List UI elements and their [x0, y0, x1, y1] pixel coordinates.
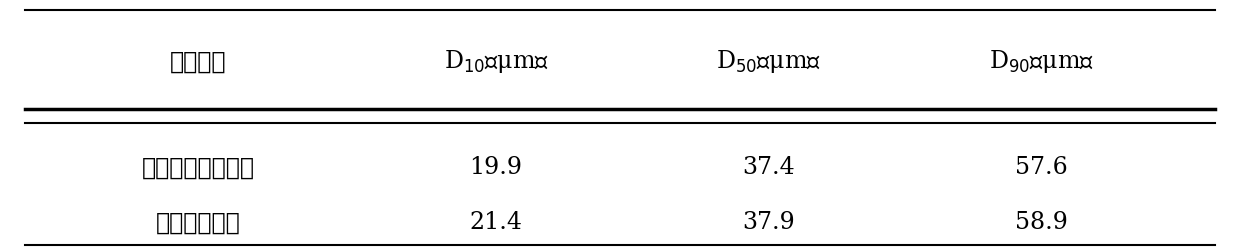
Text: 21.4: 21.4 — [470, 211, 522, 234]
Text: 19.9: 19.9 — [470, 156, 522, 180]
Text: D$_{90}$（μm）: D$_{90}$（μm） — [990, 48, 1094, 75]
Text: D$_{50}$（μm）: D$_{50}$（μm） — [717, 48, 821, 75]
Text: 未改性的原始粉末: 未改性的原始粉末 — [141, 156, 255, 180]
Text: D$_{10}$（μm）: D$_{10}$（μm） — [444, 48, 548, 75]
Text: 58.9: 58.9 — [1016, 211, 1068, 234]
Text: 改性混合粉末: 改性混合粉末 — [156, 210, 241, 234]
Text: 57.6: 57.6 — [1016, 156, 1068, 180]
Text: 粉末状态: 粉末状态 — [170, 50, 227, 74]
Text: 37.4: 37.4 — [743, 156, 795, 180]
Text: 37.9: 37.9 — [743, 211, 795, 234]
